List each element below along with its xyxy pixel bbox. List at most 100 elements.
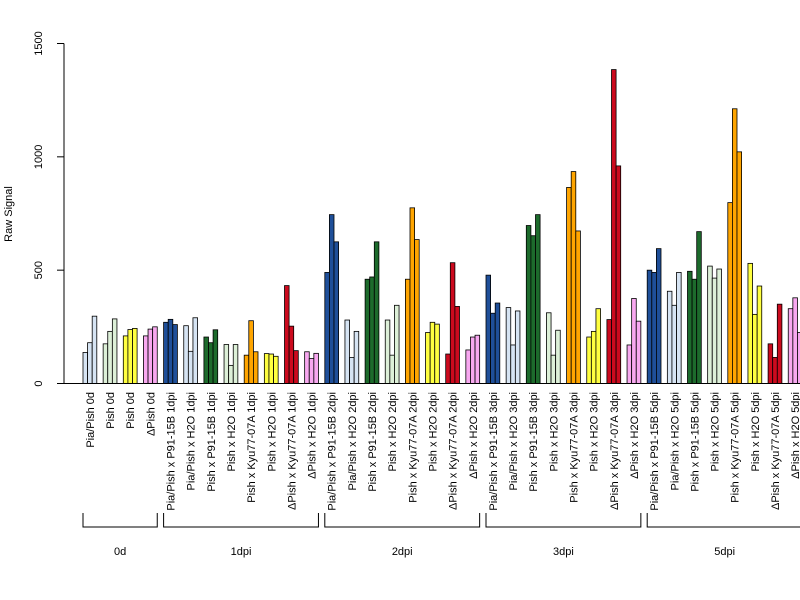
- bar-31-0: [707, 265, 713, 384]
- bar-4-2: [172, 324, 178, 384]
- bar-26-0: [606, 319, 612, 384]
- bar-15-1: [389, 354, 395, 384]
- bar-25-0: [586, 336, 592, 384]
- bar-13-2: [353, 330, 360, 384]
- category-label: ΔPish 0d: [145, 392, 157, 436]
- bar-6-1: [208, 342, 214, 384]
- bar-8-0: [243, 354, 250, 384]
- bar-14-0: [364, 278, 371, 384]
- group-bracket: [646, 513, 800, 528]
- category-label: ΔPish x Kyu77-07A 5dpi: [770, 392, 782, 510]
- bar-29-1: [671, 304, 677, 384]
- category-label: Pish x H2O 2dpi: [387, 392, 399, 471]
- bar-17-2: [434, 323, 440, 384]
- y-tick-label: 1500: [33, 31, 45, 55]
- bar-30-2: [696, 231, 702, 384]
- bar-10-1: [288, 325, 295, 384]
- category-label: Pish x H2O 5dpi: [710, 392, 722, 471]
- bars-layer: [82, 69, 800, 384]
- bar-19-2: [474, 334, 481, 384]
- bar-32-1: [732, 108, 738, 384]
- bar-35-1: [792, 297, 798, 384]
- bar-28-0: [646, 269, 653, 384]
- category-label: Pia/Pish x H2O 3dpi: [508, 392, 520, 490]
- bar-12-1: [328, 214, 335, 384]
- bar-9-1: [268, 353, 274, 384]
- bar-33-1: [752, 313, 758, 384]
- category-label: Pish x Kyu77-07A 2dpi: [407, 392, 419, 503]
- category-label: Pia/Pish x P91-15B 5dpi: [649, 392, 661, 511]
- bar-16-1: [409, 207, 415, 384]
- bar-33-2: [756, 285, 763, 384]
- bar-10-2: [293, 350, 299, 384]
- category-label: Pia/Pish x H2O 5dpi: [669, 392, 681, 490]
- group-label: 5dpi: [714, 546, 735, 558]
- bar-31-2: [716, 268, 722, 384]
- bar-8-1: [248, 320, 254, 384]
- category-label: Pish x H2O 5dpi: [750, 392, 762, 471]
- bar-9-0: [263, 353, 270, 384]
- x-axis: Pia/Pish 0d Pish 0d Pish 0d ΔPish 0d Pia/Pis…: [64, 383, 800, 511]
- bar-29-0: [666, 290, 673, 384]
- category-label: Pish x Kyu77-07A 1dpi: [246, 392, 258, 503]
- category-label: Pia/Pish 0d: [85, 392, 97, 448]
- bar-2-2: [132, 328, 138, 384]
- bar-0-0: [82, 352, 88, 384]
- bar-34-1: [772, 357, 778, 384]
- bar-21-1: [510, 344, 516, 384]
- category-label: ΔPish x H2O 5dpi: [790, 392, 800, 479]
- bar-16-2: [414, 239, 420, 384]
- bar-11-2: [313, 352, 319, 384]
- bar-22-0: [525, 225, 532, 384]
- group-bracket: [324, 513, 481, 528]
- bar-24-1: [570, 171, 577, 384]
- bar-13-0: [344, 319, 350, 384]
- bar-11-1: [308, 358, 315, 384]
- bar-2-1: [127, 329, 133, 384]
- bar-27-2: [635, 320, 642, 384]
- bar-15-2: [394, 304, 400, 384]
- bar-18-2: [454, 306, 460, 384]
- bar-1-2: [111, 318, 118, 384]
- category-label: Pia/Pish x P91-15B 3dpi: [488, 392, 500, 511]
- group-bracket: [485, 513, 642, 528]
- bar-28-1: [651, 272, 657, 384]
- bar-33-0: [747, 262, 753, 384]
- bar-32-0: [727, 202, 733, 384]
- y-axis-title: Raw Signal: [3, 186, 15, 242]
- bar-1-1: [107, 330, 113, 384]
- bar-29-2: [676, 272, 682, 384]
- bar-30-0: [687, 270, 693, 384]
- category-label: Pia/Pish x H2O 2dpi: [347, 392, 359, 490]
- bar-23-2: [555, 329, 561, 384]
- bar-22-1: [530, 235, 536, 384]
- bar-5-2: [192, 317, 198, 384]
- y-tick-label: 0: [33, 380, 45, 386]
- group-bracket: [163, 513, 319, 528]
- bar-25-2: [595, 308, 601, 384]
- bar-13-1: [349, 357, 355, 384]
- bar-16-0: [404, 278, 411, 384]
- bar-10-0: [284, 285, 290, 384]
- category-label: ΔPish x Kyu77-07A 1dpi: [286, 392, 298, 510]
- category-label: Pish 0d: [105, 392, 117, 429]
- group-label: 3dpi: [553, 546, 574, 558]
- category-label: Pish x Kyu77-07A 5dpi: [730, 392, 742, 503]
- bar-19-0: [465, 349, 471, 384]
- bar-26-2: [615, 165, 622, 384]
- bar-22-2: [535, 214, 541, 384]
- group-label: 1dpi: [231, 546, 252, 558]
- bar-25-1: [590, 330, 597, 384]
- group-bracket: [82, 513, 158, 528]
- bar-3-0: [143, 335, 149, 384]
- bar-9-2: [273, 355, 279, 384]
- category-label: Pia/Pish x P91-15B 2dpi: [327, 392, 339, 511]
- bar-18-0: [445, 353, 451, 384]
- bar-23-0: [546, 312, 552, 384]
- category-label: Pish x P91-15B 3dpi: [528, 392, 540, 492]
- category-label: Pish x P91-15B 5dpi: [689, 392, 701, 492]
- bar-3-1: [147, 328, 154, 384]
- bar-21-0: [505, 307, 512, 384]
- bar-24-0: [566, 187, 572, 384]
- bar-31-1: [711, 277, 718, 384]
